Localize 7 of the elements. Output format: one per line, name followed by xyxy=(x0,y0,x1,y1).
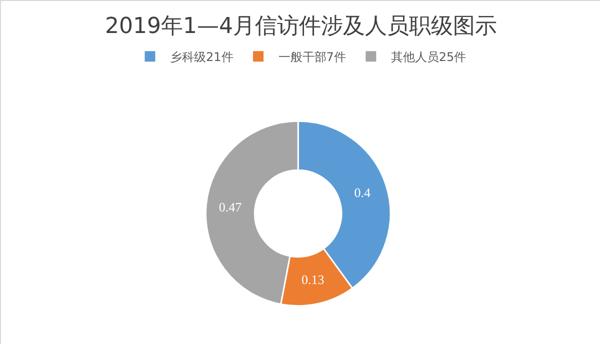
data-label: 0.4 xyxy=(354,185,372,200)
legend-label: 一般干部7件 xyxy=(278,50,346,64)
data-label: 0.13 xyxy=(302,272,324,288)
legend-label: 乡科级21件 xyxy=(170,50,234,64)
chart-title: 2019年1—4月信访件涉及人员职级图示 xyxy=(105,14,497,39)
legend-label: 其他人员25件 xyxy=(390,50,466,64)
data-label: 0.47 xyxy=(218,200,242,215)
